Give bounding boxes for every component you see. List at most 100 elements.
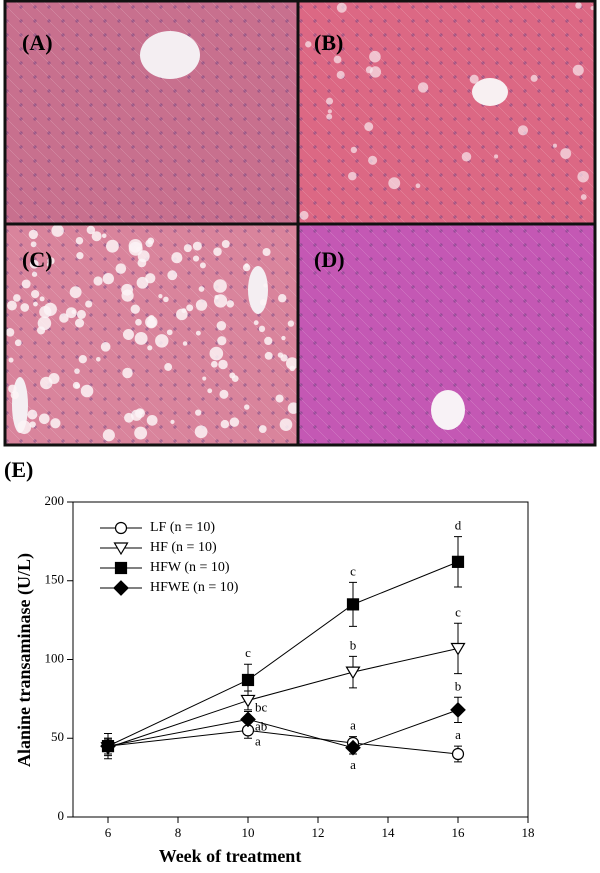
vacuole: [336, 70, 345, 79]
vacuole: [134, 332, 148, 345]
vacuole: [122, 367, 133, 379]
vacuole: [277, 352, 284, 358]
vacuole: [134, 426, 148, 440]
vacuole: [146, 414, 158, 426]
vacuole: [198, 286, 205, 292]
plot-frame: [72, 501, 529, 818]
vacuole: [364, 122, 374, 132]
vacuole: [164, 363, 173, 371]
vacuole: [415, 183, 421, 189]
vacuole: [74, 368, 80, 374]
vacuole: [275, 394, 284, 403]
vacuole: [289, 365, 296, 372]
data-point: [345, 666, 361, 680]
vacuole: [75, 236, 84, 245]
x-tick-label: 16: [452, 825, 466, 840]
vacuole: [258, 325, 266, 333]
legend-label: LF (n = 10): [150, 520, 215, 535]
significance-letter: c: [455, 604, 461, 619]
vacuole: [279, 418, 293, 431]
legend-marker: [113, 542, 129, 556]
vacuole: [572, 64, 584, 76]
vacuole: [461, 151, 472, 162]
vessel: [140, 31, 200, 79]
vacuole: [30, 289, 40, 299]
vacuole: [258, 425, 267, 433]
vacuole: [91, 231, 102, 242]
vacuole: [10, 390, 19, 400]
vacuole: [17, 420, 32, 435]
vacuole: [214, 295, 219, 300]
vacuole: [262, 247, 271, 257]
y-tick-label: 200: [45, 493, 65, 508]
vacuole: [327, 109, 332, 114]
vacuole: [146, 318, 157, 328]
significance-letter: c: [245, 645, 251, 660]
vacuole: [287, 402, 300, 414]
data-point: [451, 555, 465, 568]
vacuole: [326, 113, 333, 120]
vacuole: [115, 263, 127, 274]
vacuole: [106, 239, 119, 253]
significance-letter: a: [255, 733, 261, 748]
vacuole: [78, 355, 87, 364]
vacuole: [202, 376, 207, 381]
vacuole: [5, 328, 15, 337]
vacuole: [219, 389, 229, 399]
vacuole: [577, 170, 589, 183]
vacuole: [167, 270, 178, 281]
significance-letter: d: [455, 518, 462, 533]
vacuole: [158, 294, 163, 299]
vacuole: [336, 2, 347, 13]
vacuole: [299, 210, 309, 220]
series-line: [107, 729, 459, 755]
vacuole: [59, 313, 69, 323]
vacuole: [147, 345, 153, 351]
y-tick-label: 0: [58, 808, 65, 823]
vacuole: [138, 409, 144, 415]
vacuole: [560, 148, 572, 160]
vacuole: [8, 357, 14, 363]
vacuole: [43, 302, 57, 316]
vacuole: [259, 299, 267, 306]
vacuole: [207, 388, 213, 394]
vacuole: [166, 329, 173, 336]
vacuole: [37, 326, 46, 335]
vacuole: [278, 294, 287, 303]
vacuole: [51, 224, 64, 237]
vacuole: [13, 294, 21, 302]
legend-marker: [114, 561, 128, 575]
vacuole: [47, 257, 55, 265]
vacuole: [124, 412, 134, 423]
vacuole: [170, 419, 175, 424]
vacuole: [253, 320, 259, 326]
vacuole: [40, 376, 53, 390]
vacuole: [287, 320, 295, 327]
vacuole: [182, 341, 188, 346]
vacuole: [369, 66, 382, 78]
series-line: [107, 561, 459, 747]
legend-label: HF (n = 10): [150, 540, 217, 555]
vacuole: [350, 146, 358, 154]
vacuole: [218, 359, 228, 370]
vacuole: [29, 421, 36, 428]
vacuole: [71, 309, 76, 315]
vacuole: [195, 299, 208, 311]
vacuole: [213, 247, 222, 256]
significance-letter: ab: [255, 718, 267, 733]
data-point: [450, 642, 466, 656]
series-line: [107, 647, 459, 749]
vacuole: [69, 286, 82, 299]
x-tick-label: 8: [175, 825, 182, 840]
vacuole: [137, 258, 147, 268]
vacuole: [417, 82, 429, 93]
vacuole: [155, 334, 169, 348]
vacuole: [469, 74, 479, 84]
vacuole: [7, 300, 17, 311]
vacuole: [76, 252, 84, 260]
vacuole: [264, 351, 273, 360]
vacuole: [102, 273, 114, 285]
vacuole: [348, 171, 357, 181]
significance-letter: c: [350, 563, 356, 578]
